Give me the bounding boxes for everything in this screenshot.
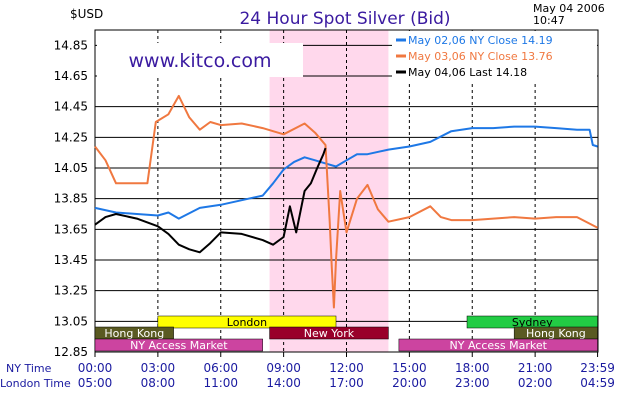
- session-bar: [398, 338, 598, 352]
- x-tick-label-london: 08:00: [141, 376, 176, 390]
- series-line-2: [94, 94, 599, 309]
- session-label: NY Access Market: [450, 339, 548, 352]
- series-line-1: [94, 125, 598, 220]
- legend-background: [392, 31, 597, 81]
- y-tick-label: 13.45: [54, 253, 88, 267]
- x-tick-label-london: 17:00: [329, 376, 364, 390]
- legend: May 02,06 NY Close 14.19 May 03,06 NY Clo…: [392, 31, 597, 81]
- ny-time-row-label: NY Time: [6, 362, 52, 375]
- y-tick-label: 13.25: [54, 284, 88, 298]
- x-tick-label-london: 14:00: [266, 376, 301, 390]
- x-tick-label-ny: 09:00: [266, 361, 301, 375]
- y-tick-label: 14.85: [54, 38, 88, 52]
- session-label: Hong Kong: [104, 327, 164, 340]
- chart-title: 24 Hour Spot Silver (Bid): [239, 9, 450, 29]
- y-axis-tick-labels: 14.85 14.65 14.45 14.25 14.05 13.85 13.65 13.45…: [54, 38, 88, 359]
- y-tick-label: 14.45: [54, 100, 88, 114]
- x-tick-label-london: 11:00: [203, 376, 238, 390]
- y-tick-label: 12.85: [54, 345, 88, 359]
- x-tick-label-ny: 06:00: [203, 361, 238, 375]
- x-tick-label-ny: 23:59: [580, 361, 615, 375]
- session-bar: [157, 315, 337, 329]
- x-tick-label-ny: 03:00: [141, 361, 176, 375]
- y-tick-label: 14.65: [54, 69, 88, 83]
- session-label: New York: [304, 327, 355, 340]
- currency-label: $USD: [70, 7, 103, 21]
- series-line-3: [94, 147, 327, 254]
- watermark-text: www.kitco.com: [128, 50, 271, 72]
- chart-time: 10:47: [533, 14, 565, 27]
- legend-entry: May 03,06 NY Close 13.76: [408, 50, 553, 63]
- session-label: Sydney: [512, 316, 553, 329]
- session-bar: [269, 326, 389, 340]
- x-tick-label-london: 23:00: [455, 376, 490, 390]
- y-tick-label: 13.65: [54, 222, 88, 236]
- x-tick-label-london: 04:59: [580, 376, 615, 390]
- x-tick-label-ny: 00:00: [78, 361, 113, 375]
- y-tick-label: 14.25: [54, 130, 88, 144]
- x-tick-label-ny: 21:00: [518, 361, 553, 375]
- series-lines: [94, 94, 599, 309]
- session-label: Hong Kong: [526, 327, 586, 340]
- x-tick-label-london: 20:00: [392, 376, 427, 390]
- x-tick-label-ny: 18:00: [455, 361, 490, 375]
- y-tick-label: 13.85: [54, 192, 88, 206]
- x-tick-label-ny: 15:00: [392, 361, 427, 375]
- watermark-background: [97, 43, 303, 77]
- x-tick-label-london: 02:00: [518, 376, 553, 390]
- london-time-row-label: London Time: [0, 377, 71, 390]
- session-bar: [94, 338, 263, 352]
- plot-frame: [94, 29, 599, 353]
- x-tick-label-london: 05:00: [78, 376, 113, 390]
- watermark-box: www.kitco.com: [97, 43, 303, 77]
- legend-entry: May 02,06 NY Close 14.19: [408, 34, 553, 47]
- session-label: London: [227, 316, 267, 329]
- x-tick-label-ny: 12:00: [329, 361, 364, 375]
- y-tick-label: 13.05: [54, 314, 88, 328]
- legend-entry: May 04,06 Last 14.18: [408, 66, 527, 79]
- chart-date: May 04 2006: [533, 2, 605, 15]
- session-label: NY Access Market: [130, 339, 228, 352]
- y-tick-label: 14.05: [54, 161, 88, 175]
